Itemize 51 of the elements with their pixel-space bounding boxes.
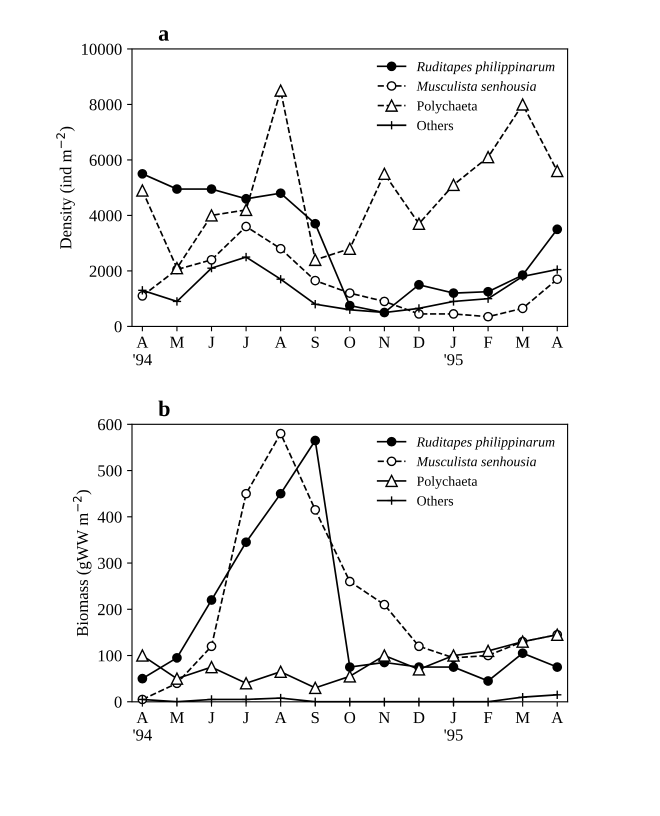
y-tick-label: 2000 [90,266,122,277]
x-tick-label: A [551,712,564,724]
legend-label: Polychaeta [416,100,478,114]
y-tick-label: 4000 [89,210,122,222]
x-tick-label: F [484,336,492,348]
y-axis-title: Biomass (gWW m$^{−2}$) [72,490,92,636]
x-tick-label: A [274,336,287,348]
y-tick-label: 300 [98,558,122,569]
legend-label: Ruditapes philippinarum [416,436,555,450]
x-tick-label: J [208,336,214,348]
x-tick-label: M [170,336,184,348]
x-tick-label: D [413,712,424,724]
x-tick-label: O [344,336,356,348]
y-tick-label: 6000 [90,154,122,166]
legend-label: Musculista senhousia [416,456,536,466]
x-tick-label: A [274,712,287,724]
y-tick-label: 100 [98,650,122,662]
x-tick-label: M [170,712,184,724]
y-tick-label: 8000 [90,99,122,110]
x-tick-label: J [208,712,214,724]
y-tick-label: 0 [114,696,122,708]
x-tick-label: J [243,712,249,724]
x-tick-label: J '95 [444,336,463,366]
y-tick-label: 0 [114,321,122,332]
x-tick-label: N [378,336,390,348]
y-tick-label: 600 [98,419,122,430]
legend-label: Polychaeta [416,476,478,489]
y-tick-label: 10000 [82,44,122,55]
x-tick-label: J '95 [444,712,463,741]
x-tick-label: S [312,336,319,348]
x-tick-label: A [551,336,564,348]
legend-label: Ruditapes philippinarum [416,62,555,74]
legend-label: Musculista senhousia [416,81,536,91]
x-tick-label: O [344,712,356,724]
legend-label: Others [417,496,454,506]
x-tick-label: M [516,712,530,724]
x-tick-label: F [484,712,492,724]
y-tick-label: 200 [98,604,122,616]
x-tick-label: A '94 [133,336,152,366]
chart-title: b [158,400,170,416]
y-tick-label: 400 [98,512,122,523]
x-tick-label: M [516,336,530,348]
x-tick-label: N [378,712,390,724]
chart-title: a [158,30,169,41]
y-axis-title: Density (ind m$^{−2}$) [56,126,75,249]
x-tick-label: S [312,712,319,724]
y-tick-label: 500 [98,465,122,477]
x-tick-label: D [413,336,424,348]
x-tick-label: J [243,336,249,348]
x-tick-label: A '94 [133,712,152,741]
legend-label: Others [417,120,454,130]
